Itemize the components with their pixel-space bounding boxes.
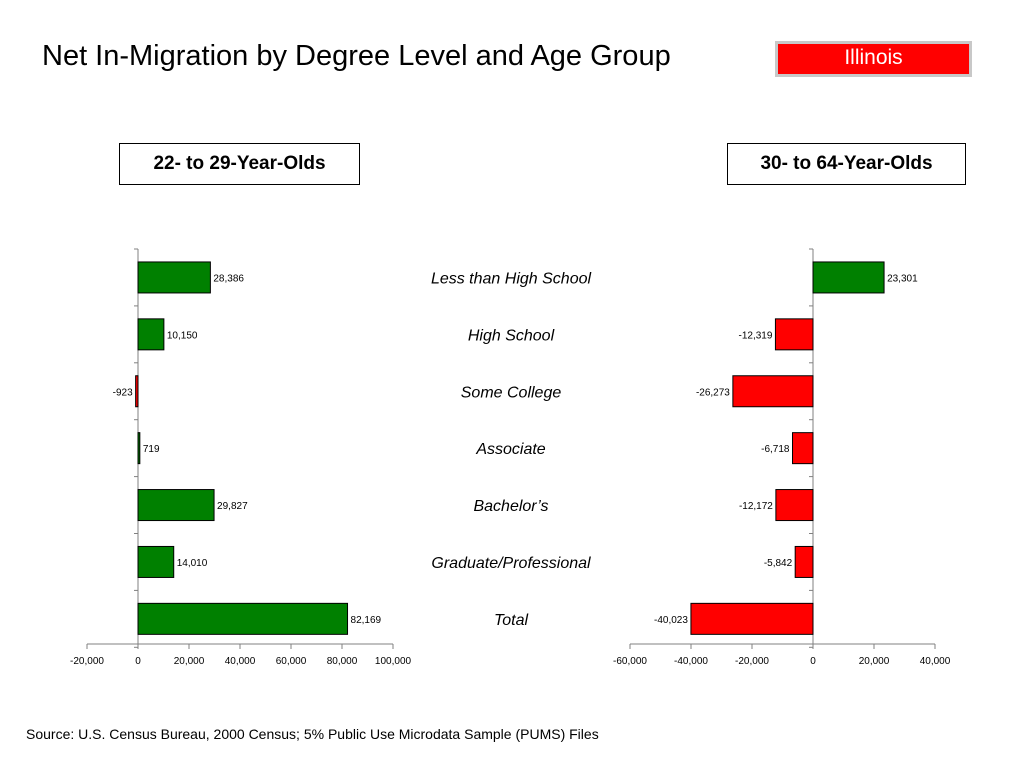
tick-label-left: 60,000: [276, 656, 307, 667]
data-label-right: -26,273: [696, 387, 730, 398]
tick-label-right: 40,000: [920, 656, 951, 667]
source-note: Source: U.S. Census Bureau, 2000 Census;…: [26, 726, 599, 742]
bar-right: [774, 318, 814, 351]
category-label: Some College: [461, 384, 562, 401]
category-label: Total: [494, 612, 529, 629]
bar-left: [135, 375, 139, 408]
panel-title-22-29: 22- to 29-Year-Olds: [119, 143, 360, 185]
page-title: Net In-Migration by Degree Level and Age…: [42, 40, 671, 72]
data-label-left: 719: [143, 444, 160, 455]
data-label-left: 82,169: [351, 615, 382, 626]
state-badge: Illinois: [775, 41, 972, 77]
data-label-left: 14,010: [177, 558, 208, 569]
tick-label-left: -20,000: [70, 656, 104, 667]
tick-label-left: 0: [135, 656, 141, 667]
data-label-right: -6,718: [761, 444, 790, 455]
tick-label-right: -40,000: [674, 656, 708, 667]
tick-label-right: -20,000: [735, 656, 769, 667]
tick-label-left: 40,000: [225, 656, 256, 667]
data-label-left: 10,150: [167, 330, 198, 341]
category-label: Less than High School: [431, 270, 592, 287]
bar-left: [137, 261, 211, 294]
bar-right: [792, 432, 814, 465]
category-label: Bachelor’s: [473, 498, 548, 515]
bar-left: [137, 318, 165, 351]
bar-left: [137, 432, 141, 465]
data-label-left: -923: [113, 387, 133, 398]
tick-label-left: 20,000: [174, 656, 205, 667]
bar-left: [137, 545, 175, 578]
tick-label-left: 100,000: [375, 656, 412, 667]
bar-right: [732, 375, 814, 408]
tick-label-left: 80,000: [327, 656, 358, 667]
category-label: High School: [468, 327, 555, 344]
bar-right: [812, 261, 885, 294]
category-label: Graduate/Professional: [431, 555, 591, 572]
bar-right: [775, 489, 814, 522]
bar-left: [137, 489, 215, 522]
data-label-right: 23,301: [887, 273, 918, 284]
data-label-left: 29,827: [217, 501, 248, 512]
panel-title-30-64: 30- to 64-Year-Olds: [727, 143, 966, 185]
data-label-right: -12,319: [739, 330, 773, 341]
tick-label-right: 0: [810, 656, 816, 667]
data-label-left: 28,386: [213, 273, 244, 284]
data-label-right: -5,842: [764, 558, 793, 569]
tick-label-right: -60,000: [613, 656, 647, 667]
bar-left: [137, 602, 349, 635]
bar-right: [794, 545, 814, 578]
category-label: Associate: [475, 441, 545, 458]
data-label-right: -40,023: [654, 615, 688, 626]
bar-right: [690, 602, 814, 635]
data-label-right: -12,172: [739, 501, 773, 512]
tick-label-right: 20,000: [859, 656, 890, 667]
